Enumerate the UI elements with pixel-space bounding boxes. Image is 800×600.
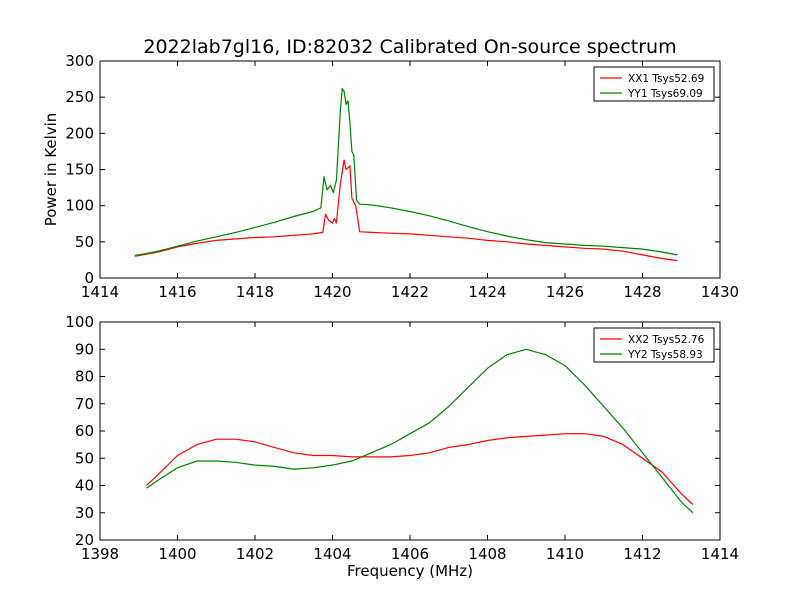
bottom-panel: 1398 1400 1402 1404 1406 1408 1410 1412 1414 20 30… bbox=[65, 313, 739, 580]
y-tick-label: 60 bbox=[75, 422, 94, 440]
top-panel: 1414 1416 1418 1420 1422 1424 1426 1428 1430 0 50 1… bbox=[42, 52, 739, 301]
x-tick-label: 1424 bbox=[468, 283, 506, 301]
legend: XX1 Tsys52.69 YY1 Tsys69.09 bbox=[593, 66, 715, 102]
y-tick-label: 50 bbox=[75, 233, 94, 251]
plot-frame bbox=[99, 60, 721, 279]
x-tick-label: 1406 bbox=[391, 545, 429, 563]
y-tick-label: 50 bbox=[75, 449, 94, 467]
y-tick-label: 200 bbox=[65, 124, 94, 142]
x-tick-label: 1410 bbox=[546, 545, 584, 563]
x-tick-label: 1412 bbox=[623, 545, 661, 563]
y-tick-label: 250 bbox=[65, 88, 94, 106]
legend: XX2 Tsys52.76 YY2 Tsys58.93 bbox=[593, 327, 715, 363]
y-tick-label: 150 bbox=[65, 161, 94, 179]
x-tick-label: 1426 bbox=[546, 283, 584, 301]
y-tick-label: 0 bbox=[84, 269, 94, 287]
series-line-yy1 bbox=[134, 87, 678, 257]
y-tick-label: 90 bbox=[75, 340, 94, 358]
y-tick-label: 70 bbox=[75, 395, 94, 413]
series-line-xx2 bbox=[146, 433, 694, 506]
x-tick-label: 1398 bbox=[81, 545, 119, 563]
legend-label: XX1 Tsys52.69 bbox=[628, 73, 704, 85]
x-tick-label: 1400 bbox=[158, 545, 196, 563]
legend-box bbox=[593, 66, 715, 102]
y-tick-label: 100 bbox=[65, 197, 94, 215]
x-tick-label: 1414 bbox=[701, 545, 739, 563]
legend-label: YY1 Tsys69.09 bbox=[627, 88, 703, 100]
y-tick-label: 20 bbox=[75, 531, 94, 549]
x-tick-label: 1404 bbox=[313, 545, 351, 563]
x-tick-label: 1428 bbox=[623, 283, 661, 301]
legend-box bbox=[593, 327, 715, 363]
y-tick-label: 30 bbox=[75, 504, 94, 522]
x-tick-label: 1422 bbox=[391, 283, 429, 301]
x-tick-label: 1418 bbox=[236, 283, 274, 301]
x-tick-label: 1408 bbox=[468, 545, 506, 563]
legend-label: YY2 Tsys58.93 bbox=[627, 349, 703, 361]
y-tick-label: 100 bbox=[65, 313, 94, 331]
x-axis-title: Frequency (MHz) bbox=[347, 562, 473, 580]
series-line-xx1 bbox=[134, 159, 678, 262]
y-tick-label: 300 bbox=[65, 52, 94, 70]
plot-frame bbox=[99, 321, 721, 541]
x-tick-label: 1430 bbox=[701, 283, 739, 301]
x-tick-label: 1420 bbox=[313, 283, 351, 301]
x-tick-label: 1414 bbox=[81, 283, 119, 301]
y-tick-label: 80 bbox=[75, 368, 94, 386]
chart-title: 2022lab7gl16, ID:82032 Calibrated On-sou… bbox=[143, 36, 676, 58]
y-axis-title: Power in Kelvin bbox=[42, 113, 60, 227]
x-tick-label: 1402 bbox=[236, 545, 274, 563]
series-line-yy2 bbox=[146, 348, 694, 514]
y-tick-label: 40 bbox=[75, 477, 94, 495]
legend-label: XX2 Tsys52.76 bbox=[628, 334, 705, 346]
x-tick-label: 1416 bbox=[158, 283, 196, 301]
